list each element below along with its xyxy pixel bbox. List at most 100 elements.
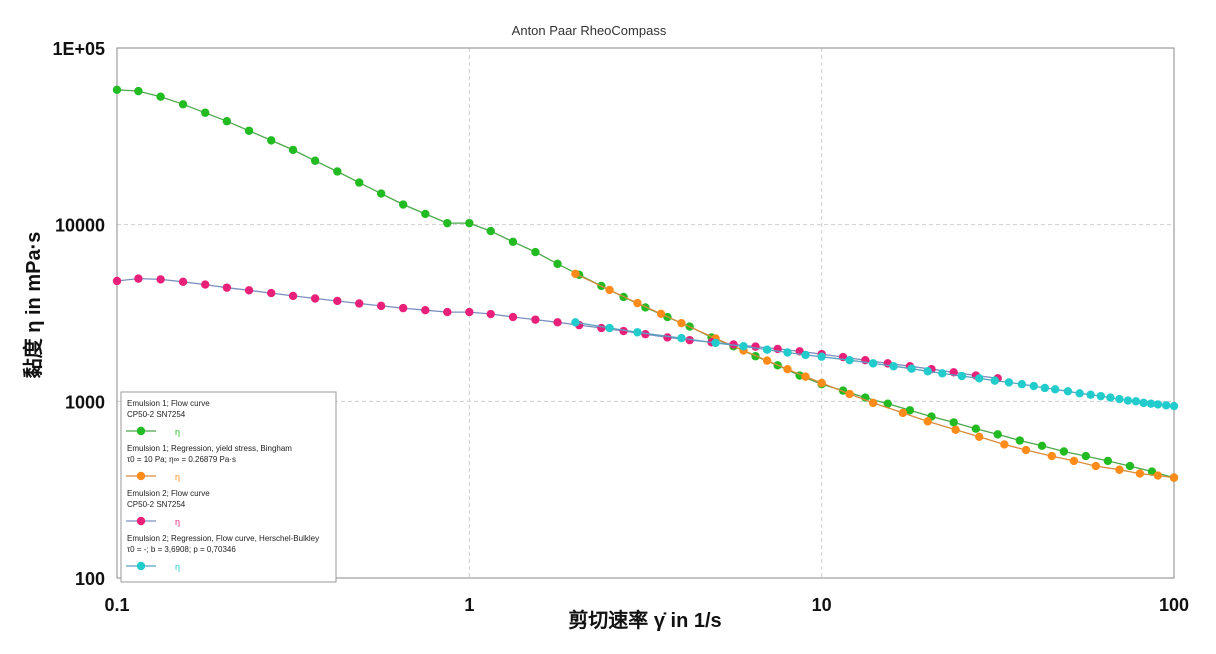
data-point xyxy=(711,338,720,348)
data-point xyxy=(1153,471,1163,480)
data-point xyxy=(1139,398,1148,408)
legend-box xyxy=(120,391,337,583)
data-point xyxy=(1131,397,1141,406)
legend-marker xyxy=(136,471,146,481)
series-3 xyxy=(112,274,1002,383)
data-point xyxy=(633,328,642,337)
data-point xyxy=(729,340,738,349)
legend-text: CP50-2 SN7254 xyxy=(127,410,186,419)
legend-items: Emulsion 1; Flow curve CP50-2 SN7254 η Emul… xyxy=(126,399,319,572)
data-point xyxy=(310,294,320,303)
data-point xyxy=(1103,456,1113,466)
data-point xyxy=(201,280,210,289)
chart-title: Anton Paar RheoCompass xyxy=(512,23,667,38)
data-point xyxy=(990,376,999,385)
data-point xyxy=(905,406,915,415)
data-point xyxy=(633,298,642,308)
legend: Emulsion 1; Flow curve CP50-2 SN7254 η Emul… xyxy=(120,391,337,583)
data-point xyxy=(398,200,408,209)
legend-marker xyxy=(136,516,146,526)
data-point xyxy=(267,136,276,145)
data-point xyxy=(508,237,518,246)
series-line xyxy=(575,273,1175,479)
data-point xyxy=(868,359,878,368)
data-point xyxy=(134,86,143,96)
data-point xyxy=(244,126,254,135)
legend-text: Emulsion 2; Flow curve xyxy=(127,489,210,498)
data-point xyxy=(553,318,562,327)
data-point xyxy=(975,374,984,383)
data-point xyxy=(1037,441,1047,451)
data-point xyxy=(288,291,298,301)
legend-marker xyxy=(136,426,146,436)
data-point xyxy=(178,277,188,286)
data-point xyxy=(1135,469,1145,478)
legend-text: CP50-2 SN7254 xyxy=(127,500,186,509)
data-point xyxy=(949,418,958,427)
series-4 xyxy=(571,318,1179,411)
data-point xyxy=(222,283,232,292)
data-point xyxy=(923,367,932,376)
data-point xyxy=(1153,400,1163,409)
data-point xyxy=(1096,391,1106,401)
data-point xyxy=(531,247,540,257)
data-point xyxy=(443,307,452,317)
data-point xyxy=(1146,399,1156,408)
data-point xyxy=(1059,447,1069,456)
data-point xyxy=(355,299,364,308)
y-tick-label: 100 xyxy=(75,569,105,589)
data-point xyxy=(531,315,540,324)
data-point xyxy=(597,323,606,333)
data-point xyxy=(112,85,122,94)
data-point xyxy=(845,389,854,399)
data-point xyxy=(685,335,694,345)
data-point xyxy=(1075,389,1084,398)
data-point xyxy=(783,348,792,357)
y-tick-label: 1E+05 xyxy=(52,39,105,59)
x-tick-label: 100 xyxy=(1159,595,1189,615)
series-1 xyxy=(112,85,1179,482)
data-point xyxy=(288,145,298,155)
data-point xyxy=(1115,394,1124,404)
data-point xyxy=(868,398,878,408)
legend-symbol: η xyxy=(175,517,180,527)
data-point xyxy=(421,209,430,219)
data-point xyxy=(1029,381,1038,391)
data-point xyxy=(1047,451,1057,461)
data-point xyxy=(355,178,364,187)
series-layer xyxy=(112,85,1179,482)
data-point xyxy=(1169,473,1179,482)
legend-text: Emulsion 1; Regression, yield stress, Bi… xyxy=(127,444,292,453)
data-point xyxy=(762,345,772,354)
data-point xyxy=(1123,396,1133,405)
data-point xyxy=(421,305,430,315)
data-point xyxy=(801,350,810,360)
data-point xyxy=(605,285,614,295)
data-point xyxy=(508,312,518,322)
legend-symbol: η xyxy=(175,562,180,572)
data-point xyxy=(1040,383,1050,393)
data-point xyxy=(1021,445,1031,455)
data-point xyxy=(156,92,165,101)
y-axis-title: 黏度 η in mPa·s xyxy=(21,232,45,379)
data-point xyxy=(677,333,686,343)
data-point xyxy=(1004,378,1014,387)
data-point xyxy=(1069,456,1079,466)
legend-text: Emulsion 2; Regression, Flow curve, Hers… xyxy=(127,534,319,543)
data-point xyxy=(889,362,898,371)
data-point xyxy=(465,218,474,228)
data-point xyxy=(1169,401,1179,411)
data-point xyxy=(1125,461,1135,471)
data-point xyxy=(1050,385,1060,394)
data-point xyxy=(1147,467,1157,476)
data-point xyxy=(267,288,276,298)
data-point xyxy=(975,432,984,441)
data-point xyxy=(1063,387,1073,396)
data-point xyxy=(333,167,342,176)
data-point xyxy=(663,333,672,342)
data-point xyxy=(951,425,960,435)
tick-labels: 0.1 1 10 100 100 1000 10000 1E+05 xyxy=(52,39,1189,615)
x-tick-label: 1 xyxy=(464,595,474,615)
data-point xyxy=(134,274,143,283)
